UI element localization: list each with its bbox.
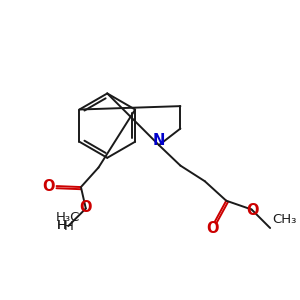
- Text: O: O: [246, 203, 259, 218]
- Text: CH₃: CH₃: [272, 213, 296, 226]
- Text: H₃C: H₃C: [56, 211, 80, 224]
- Text: H: H: [56, 219, 66, 232]
- Text: H: H: [56, 219, 66, 232]
- Text: N: N: [153, 133, 165, 148]
- Text: H: H: [63, 220, 73, 232]
- Text: O: O: [206, 221, 219, 236]
- Text: O: O: [43, 178, 55, 194]
- Text: O: O: [80, 200, 92, 215]
